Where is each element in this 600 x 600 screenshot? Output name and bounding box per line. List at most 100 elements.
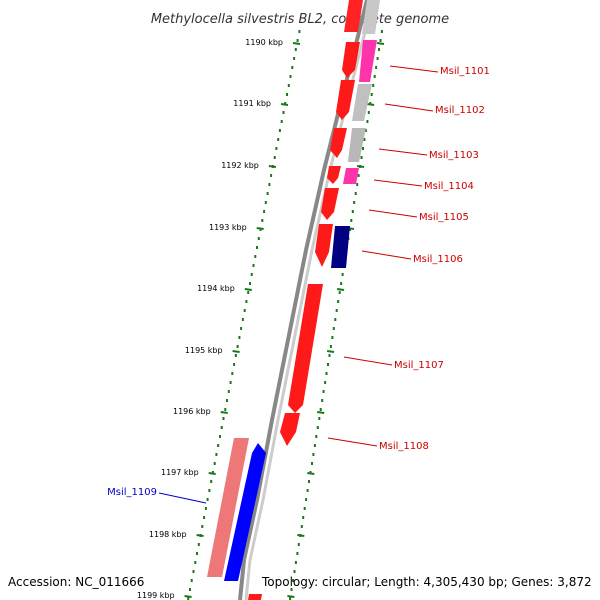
gene-label-msil-1101: Msil_1101 [440,66,490,77]
scale-dot [360,156,363,159]
scale-dot [324,381,327,384]
kbp-scale: 1190 kbp 1191 kbp 1192 kbp 1193 kbp 1194 kbp… [137,30,385,600]
scale-dot [311,462,313,465]
genome-backbone-shadow [244,0,375,600]
kbp-tick-label: 1191 kbp [233,99,271,108]
scale-dot [219,435,221,438]
cds-features [207,0,380,600]
kbp-tick [287,595,295,598]
scale-dot [210,480,213,483]
cds-arrow-pink [343,168,359,184]
scale-dot [203,516,206,519]
cds-arrow-blue [224,443,266,581]
scale-dot [270,174,273,177]
scale-dot [229,381,232,384]
scale-dot [213,462,216,465]
kbp-tick-label: 1192 kbp [221,161,259,170]
scale-dot [335,309,338,312]
kbp-tick-label: 1190 kbp [245,38,283,47]
scale-dot [289,597,292,600]
scale-dot [376,57,379,60]
kbp-tick-label: 1197 kbp [161,468,199,477]
kbp-tick [280,103,289,106]
scale-dot [257,237,260,240]
scale-dot [302,516,305,519]
scale-dot [315,435,318,438]
scale-dot [334,318,337,321]
scale-dot [296,39,299,42]
scale-dot [356,183,359,186]
accession-text: Accession: NC_011666 [8,575,144,589]
scale-dot [312,453,315,456]
scale-dot [366,120,369,123]
cds-arrow-red [344,0,363,32]
scale-dot [236,345,239,348]
scale-dot [337,300,340,303]
gene-label-msil-1102: Msil_1102 [435,105,485,116]
scale-dot [286,93,288,96]
kbp-tick [307,472,315,475]
scale-dot [277,138,280,141]
scale-dot [294,561,297,564]
scale-dot [206,498,209,501]
scale-dot [196,552,198,555]
scale-dot [284,102,287,105]
scale-dot [357,174,360,177]
scale-dot [331,336,334,339]
gene-callouts: Msil_1101 Msil_1102 Msil_1103 Msil_1104 … [107,65,490,504]
scale-dot [322,390,325,393]
scale-dot [350,219,353,222]
kbp-tick [232,350,240,353]
scale-dot [254,255,257,258]
cds-arrow-red [321,188,339,220]
scale-dot [306,489,309,492]
scale-dot [268,183,271,186]
scale-dot [370,93,373,96]
cds-arrow-grey [352,84,372,121]
scale-dot [220,426,223,429]
kbp-tick [317,411,325,414]
scale-dot [303,507,306,510]
gene-label-msil-1109: Msil_1109 [107,487,157,498]
scale-dot [316,426,319,429]
scale-dot [329,345,332,348]
scale-dot [243,309,246,312]
scale-dot [380,30,383,33]
scale-dot [226,399,228,402]
scale-dot [313,444,316,447]
gene-label-msil-1107: Msil_1107 [394,360,444,371]
kbp-tick-label: 1198 kbp [149,530,187,539]
scale-dot [287,84,290,87]
scale-dot [238,336,241,339]
scale-dot [263,210,266,213]
scale-dot [292,579,294,582]
scale-dot [293,570,296,573]
cds-arrow-grey [362,0,380,34]
cds-arrow-red [327,166,341,184]
cds-arrow-red [248,594,262,600]
scale-dot [264,201,267,204]
gene-label-msil-1104: Msil_1104 [424,181,474,192]
scale-dot [231,372,234,375]
kbp-tick-label: 1193 kbp [209,223,247,232]
scale-dot [338,291,341,294]
scale-dot [190,579,193,582]
scale-dot [293,57,296,60]
scale-dot [305,498,308,501]
scale-dot [363,138,366,141]
scale-dot [297,543,300,546]
scale-dot [234,354,237,357]
scale-dot [364,129,367,132]
scale-dot [294,48,297,51]
scale-dot [375,66,378,69]
scale-dot [266,192,269,195]
scale-dot [372,84,375,87]
kbp-tick [220,411,228,414]
kbp-tick [366,103,375,106]
cds-arrow-red [336,80,355,120]
scale-dot [250,273,253,276]
kbp-tick [184,595,192,598]
scale-dot [224,408,227,411]
gene-label-msil-1105: Msil_1105 [419,212,469,223]
scale-dot [247,291,250,294]
